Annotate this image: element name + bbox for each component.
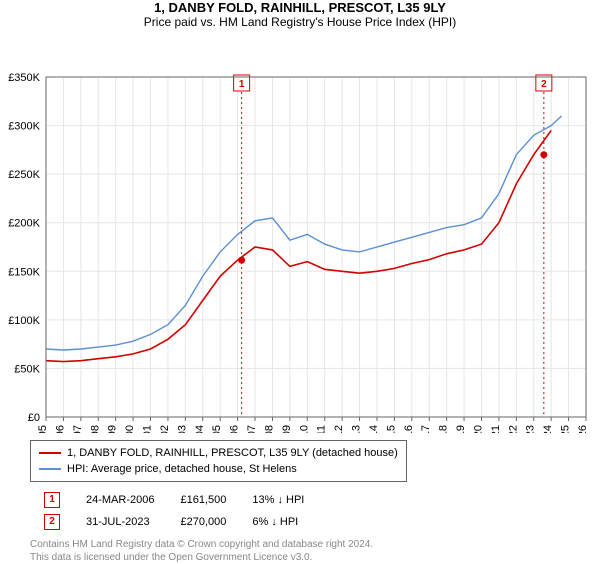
x-tick-label: 1999 [107, 425, 119, 433]
y-tick-label: £250K [8, 169, 40, 181]
x-tick-label: 2006 [229, 425, 241, 433]
x-tick-label: 1997 [72, 425, 84, 433]
x-tick-label: 2014 [368, 425, 380, 433]
table-row: 1 24-MAR-2006 £161,500 13% ↓ HPI [32, 490, 316, 510]
marker-badge: 1 [44, 492, 60, 508]
marker-dot [540, 151, 547, 158]
marker-label: 2 [541, 79, 547, 90]
legend-item: HPI: Average price, detached house, St H… [39, 461, 398, 477]
x-tick-label: 2001 [142, 425, 154, 433]
x-tick-label: 2018 [438, 425, 450, 433]
x-tick-label: 2016 [403, 425, 415, 433]
y-tick-label: £50K [14, 363, 40, 375]
x-tick-label: 1996 [54, 425, 66, 433]
marker-label: 1 [239, 79, 245, 90]
x-tick-label: 2023 [525, 425, 537, 433]
legend-item: 1, DANBY FOLD, RAINHILL, PRESCOT, L35 9L… [39, 445, 398, 461]
transaction-table: 1 24-MAR-2006 £161,500 13% ↓ HPI 2 31-JU… [30, 488, 318, 534]
y-tick-label: £100K [8, 315, 40, 327]
legend-label: 1, DANBY FOLD, RAINHILL, PRESCOT, L35 9L… [67, 447, 398, 459]
price-chart: £0 £50K £100K £150K £200K £250K £300K £350K 1995… [0, 33, 600, 433]
x-tick-label: 2021 [490, 425, 502, 433]
x-tick-label: 2015 [385, 425, 397, 433]
x-tick-label: 2010 [298, 425, 310, 433]
transaction-diff: 6% ↓ HPI [240, 512, 316, 532]
x-tick-label: 2002 [159, 425, 171, 433]
marker-badge: 2 [44, 514, 60, 530]
legend-swatch [39, 452, 61, 454]
x-tick-label: 2008 [263, 425, 275, 433]
legend: 1, DANBY FOLD, RAINHILL, PRESCOT, L35 9L… [30, 440, 407, 482]
x-tick-label: 2011 [316, 425, 328, 433]
chart-title: 1, DANBY FOLD, RAINHILL, PRESCOT, L35 9L… [0, 0, 600, 15]
x-tick-label: 2013 [351, 425, 363, 433]
legend-label: HPI: Average price, detached house, St H… [67, 463, 297, 475]
x-tick-label: 2020 [472, 425, 484, 433]
x-tick-label: 2026 [577, 425, 589, 433]
footnote: Contains HM Land Registry data © Crown c… [30, 538, 600, 564]
x-tick-label: 2009 [281, 425, 293, 433]
chart-subtitle: Price paid vs. HM Land Registry's House … [0, 15, 600, 29]
y-tick-label: £150K [8, 266, 40, 278]
y-tick-label: £200K [8, 218, 40, 230]
x-tick-label: 2024 [542, 425, 554, 433]
transaction-diff: 13% ↓ HPI [240, 490, 316, 510]
table-row: 2 31-JUL-2023 £270,000 6% ↓ HPI [32, 512, 316, 532]
x-tick-label: 2004 [194, 425, 206, 433]
x-tick-label: 2000 [124, 425, 136, 433]
transaction-date: 24-MAR-2006 [74, 490, 166, 510]
y-tick-label: £300K [8, 121, 40, 133]
x-tick-label: 2025 [560, 425, 572, 433]
x-tick-label: 1998 [89, 425, 101, 433]
legend-swatch [39, 468, 61, 470]
transaction-price: £270,000 [168, 512, 238, 532]
x-tick-label: 2003 [176, 425, 188, 433]
x-tick-label: 1995 [37, 425, 49, 433]
transaction-price: £161,500 [168, 490, 238, 510]
x-tick-label: 2017 [420, 425, 432, 433]
x-tick-label: 2019 [455, 425, 467, 433]
y-tick-label: £0 [28, 412, 40, 424]
x-tick-label: 2012 [333, 425, 345, 433]
x-tick-label: 2007 [246, 425, 258, 433]
transaction-date: 31-JUL-2023 [74, 512, 166, 532]
marker-dot [238, 257, 245, 264]
y-tick-label: £350K [8, 72, 40, 84]
x-tick-label: 2005 [211, 425, 223, 433]
x-tick-label: 2022 [507, 425, 519, 433]
